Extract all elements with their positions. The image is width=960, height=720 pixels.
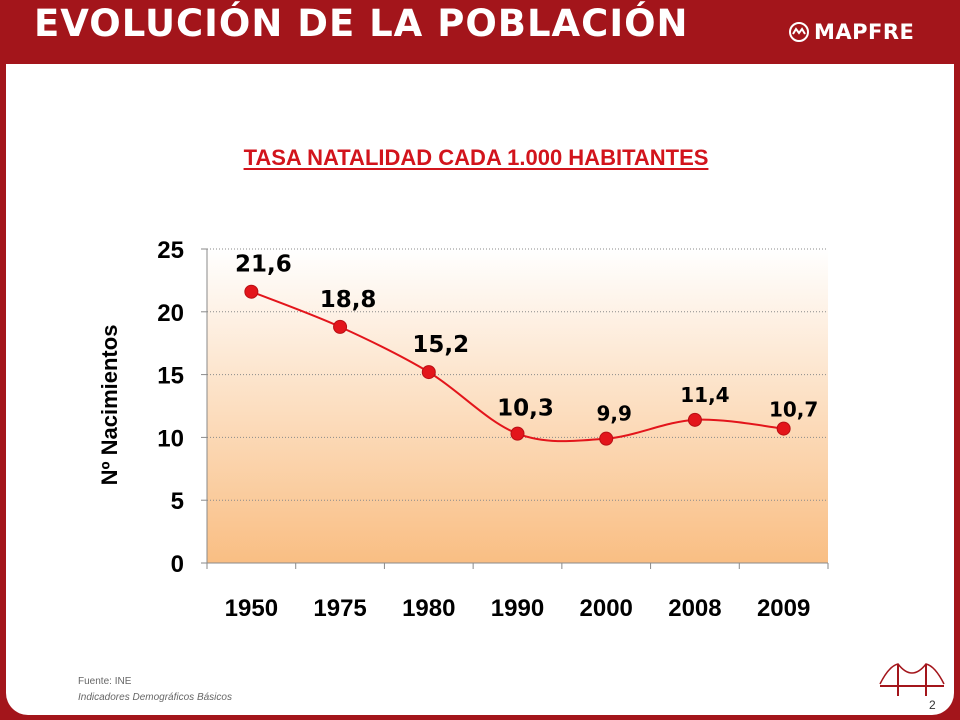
- bridge-icon: [879, 663, 945, 696]
- y-tick-label: 15: [157, 363, 184, 390]
- data-point: [421, 365, 436, 380]
- page-number: 2: [929, 698, 936, 712]
- x-tick-label: 1975: [313, 595, 366, 622]
- mapfre-logo-icon: [789, 22, 809, 42]
- plot-area: [207, 249, 828, 563]
- data-label: 21,6: [235, 252, 292, 278]
- data-label: 10,3: [497, 396, 554, 422]
- data-point: [333, 319, 348, 334]
- data-label: 9,9: [596, 402, 631, 426]
- y-tick-label: 0: [171, 551, 184, 578]
- data-point: [687, 412, 702, 427]
- x-tick-label: 2000: [580, 595, 633, 622]
- x-tick-label: 1950: [225, 595, 278, 622]
- y-tick-label: 5: [171, 488, 184, 515]
- data-label: 15,2: [412, 332, 469, 358]
- x-tick-label: 2009: [757, 595, 810, 622]
- brand-logo: MAPFRE: [788, 20, 914, 44]
- x-tick-label: 1990: [491, 595, 544, 622]
- data-point: [599, 431, 614, 446]
- data-label: 18,8: [320, 287, 377, 313]
- y-tick-label: 25: [157, 237, 184, 264]
- brand-name: MAPFRE: [814, 20, 915, 44]
- data-point: [244, 284, 259, 299]
- source-text: Fuente: INE: [78, 676, 132, 687]
- y-tick-label: 20: [157, 300, 184, 327]
- page-title: EVOLUCIÓN DE LA POBLACIÓN: [34, 2, 689, 45]
- source-detail-text: Indicadores Demográficos Básicos: [78, 692, 232, 703]
- x-tick-label: 2008: [668, 595, 721, 622]
- chart-title: TASA NATALIDAD CADA 1.000 HABITANTES: [243, 145, 709, 170]
- y-axis-label: Nº Nacimientos: [97, 325, 122, 486]
- x-tick-label: 1980: [402, 595, 455, 622]
- data-point: [510, 426, 525, 441]
- data-label: 11,4: [680, 383, 729, 407]
- data-label: 10,7: [769, 398, 818, 422]
- y-tick-label: 10: [157, 425, 184, 452]
- data-point: [776, 421, 791, 436]
- header-bar: EVOLUCIÓN DE LA POBLACIÓN MAPFRE: [0, 0, 960, 62]
